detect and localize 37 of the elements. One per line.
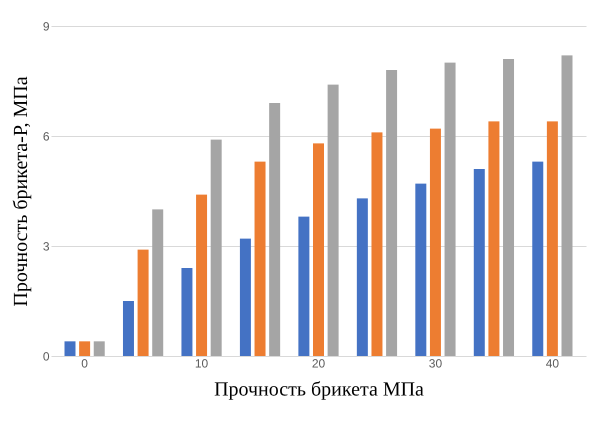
bar [152,209,164,356]
bar [181,268,192,356]
bar [122,301,134,356]
x-tick-label: 30 [428,356,442,370]
bar [298,216,310,356]
bar [561,55,572,356]
y-tick-label: 9 [42,20,50,34]
x-tick-label: 20 [312,356,326,370]
bar [269,103,280,356]
bar [240,238,251,356]
bar [79,341,90,356]
bar [313,143,324,356]
bar [532,162,544,356]
x-tick-label: 10 [194,356,209,370]
x-axis-title: Прочность брикета МПа [214,378,424,400]
bar [328,84,339,356]
bar [94,341,105,356]
bar [371,132,382,356]
bar [444,62,456,356]
bar [386,70,398,356]
y-tick-label: 6 [42,130,50,144]
x-tick-label: 0 [81,356,88,370]
bar [356,198,368,356]
bar [488,121,500,356]
bar [196,194,208,356]
bar [546,121,558,356]
bar [138,250,149,356]
bar [474,169,485,356]
y-tick-label: 3 [42,240,50,254]
bar [503,59,514,356]
bar [415,184,426,356]
bar [64,341,76,356]
bar [210,140,222,356]
x-tick-label: 40 [546,356,560,370]
bar [430,128,441,356]
y-axis-title: Прочность брикета-Р, МПа [10,76,32,307]
bar [254,162,266,356]
